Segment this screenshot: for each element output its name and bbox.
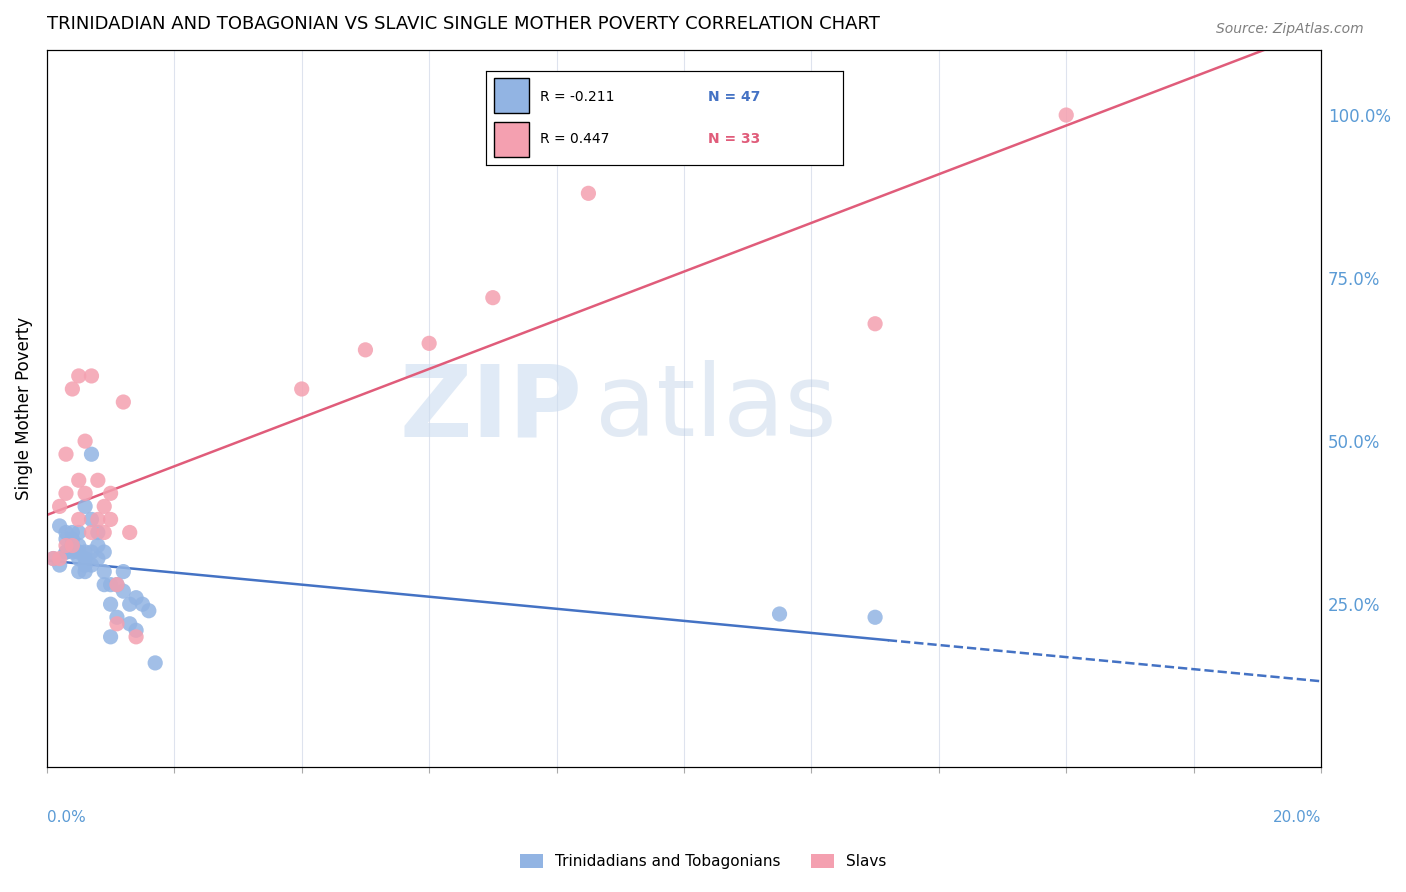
Point (55, 539, 77, 553)
Point (93, 565, 115, 579)
Point (354, 343, 377, 357)
Point (75, 545, 97, 559)
Point (67, 545, 90, 559)
Legend: Trinidadians and Tobagonians, Slavs: Trinidadians and Tobagonians, Slavs (513, 848, 893, 875)
Point (100, 512, 122, 526)
Point (131, 597, 153, 611)
Point (75, 551, 97, 566)
Point (60, 539, 83, 553)
Point (863, 317, 886, 331)
Point (75, 500, 97, 514)
Point (100, 630, 122, 644)
Point (60, 539, 83, 553)
Point (60, 545, 83, 559)
Point (100, 486, 122, 500)
Point (55, 486, 77, 500)
Text: ZIP: ZIP (399, 360, 582, 457)
Point (55, 447, 77, 461)
Point (93, 545, 115, 559)
Point (55, 525, 77, 540)
Point (125, 624, 148, 638)
Point (105, 616, 128, 631)
Point (143, 656, 166, 670)
Point (42, 551, 65, 566)
Point (67, 512, 90, 526)
Point (42, 551, 65, 566)
Point (93, 500, 115, 514)
Point (75, 558, 97, 573)
Text: 0.0%: 0.0% (46, 810, 86, 825)
Point (48, 519, 70, 533)
Point (75, 565, 97, 579)
Point (105, 610, 128, 624)
Point (80, 512, 103, 526)
Point (93, 525, 115, 540)
Point (67, 539, 90, 553)
Point (125, 630, 148, 644)
Point (87, 473, 110, 487)
Point (112, 584, 135, 599)
Point (80, 368, 103, 383)
Y-axis label: Single Mother Poverty: Single Mother Poverty (15, 317, 32, 500)
Point (48, 551, 70, 566)
Text: TRINIDADIAN AND TOBAGONIAN VS SLAVIC SINGLE MOTHER POVERTY CORRELATION CHART: TRINIDADIAN AND TOBAGONIAN VS SLAVIC SIN… (46, 15, 880, 33)
Point (125, 591, 148, 605)
Point (87, 551, 110, 566)
Point (418, 336, 440, 351)
Point (80, 558, 103, 573)
Point (105, 577, 128, 591)
Point (67, 473, 90, 487)
Point (118, 525, 141, 540)
Point (67, 551, 90, 566)
Point (105, 577, 128, 591)
Point (118, 597, 141, 611)
Point (67, 565, 90, 579)
Point (60, 382, 83, 396)
Point (75, 486, 97, 500)
Point (67, 368, 90, 383)
Point (75, 434, 97, 449)
Point (1054, 108, 1077, 122)
Point (138, 604, 160, 618)
Point (80, 545, 103, 559)
Point (100, 597, 122, 611)
Text: atlas: atlas (595, 360, 837, 457)
Point (118, 616, 141, 631)
Point (87, 525, 110, 540)
Point (291, 382, 314, 396)
Point (60, 532, 83, 546)
Point (48, 558, 70, 573)
Point (87, 539, 110, 553)
Point (100, 577, 122, 591)
Point (112, 395, 135, 409)
Point (80, 447, 103, 461)
Point (576, 186, 599, 201)
Point (93, 577, 115, 591)
Point (482, 291, 505, 305)
Point (112, 565, 135, 579)
Point (87, 512, 110, 526)
Point (768, 607, 790, 621)
Point (80, 525, 103, 540)
Point (48, 500, 70, 514)
Point (863, 610, 886, 624)
Point (67, 525, 90, 540)
Point (60, 525, 83, 540)
Point (55, 545, 77, 559)
Point (55, 532, 77, 546)
Text: 20.0%: 20.0% (1272, 810, 1322, 825)
Text: Source: ZipAtlas.com: Source: ZipAtlas.com (1216, 22, 1364, 37)
Point (55, 545, 77, 559)
